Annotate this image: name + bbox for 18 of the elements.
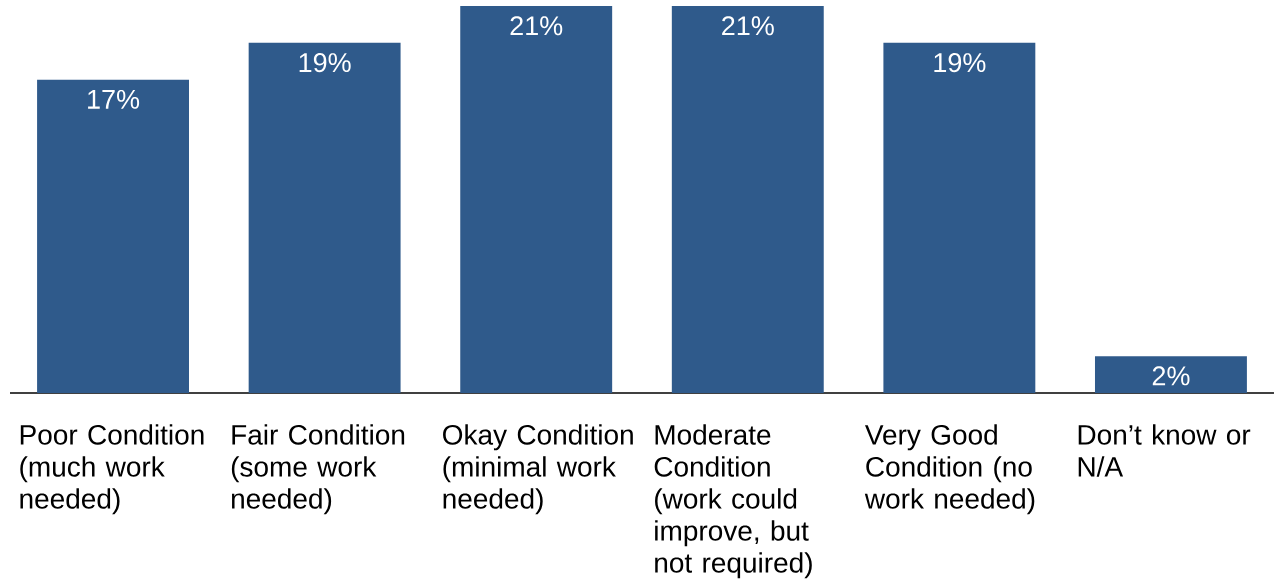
x-tick-label: Very Good Condition (no work needed) — [864, 424, 1035, 515]
bar — [1094, 356, 1247, 393]
x-tick-label: Moderate Condition (work could improve, but not required) — [654, 424, 812, 579]
data-label: 21% — [510, 16, 563, 36]
bar — [460, 6, 613, 393]
data-label: 21% — [722, 16, 774, 36]
bar — [248, 42, 401, 393]
bar — [883, 42, 1036, 393]
x-tick-label: Fair Condition (some work needed) — [231, 424, 405, 515]
bar — [671, 6, 824, 393]
x-tick-label: Don’t know or N/A — [1078, 424, 1251, 477]
bar — [37, 79, 189, 393]
data-label: 17% — [88, 89, 140, 109]
data-label: 19% — [299, 53, 351, 73]
data-label: 2% — [1152, 366, 1190, 386]
data-label: 19% — [934, 53, 986, 73]
x-tick-label: Okay Condition (minimal work needed) — [443, 424, 633, 515]
x-tick-label: Poor Condition (much work needed) — [20, 424, 204, 515]
